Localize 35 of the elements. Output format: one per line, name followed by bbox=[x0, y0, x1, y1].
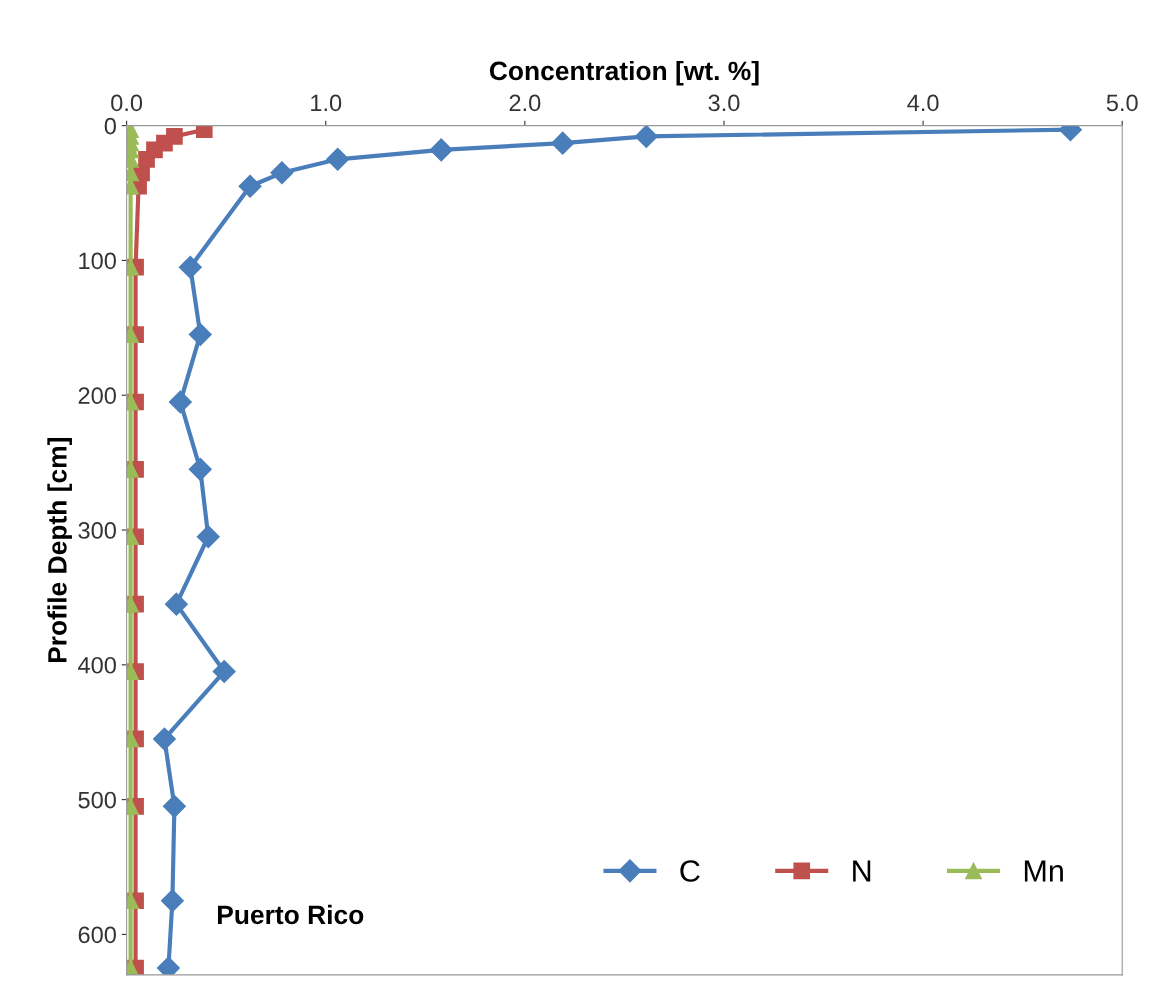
x-tick-label: 5.0 bbox=[1106, 94, 1138, 112]
annotation: Puerto Rico bbox=[217, 904, 364, 925]
point bbox=[212, 660, 236, 684]
point bbox=[196, 525, 220, 549]
point bbox=[429, 138, 453, 162]
x-tick-label: 4.0 bbox=[907, 94, 939, 112]
point bbox=[238, 174, 262, 198]
y-axis-title: Profile Depth [cm] bbox=[47, 438, 72, 663]
point bbox=[162, 794, 186, 818]
y-tick-label: 100 bbox=[79, 252, 116, 270]
y-tick-label: 600 bbox=[78, 926, 116, 944]
legend-label: Mn bbox=[1024, 860, 1063, 882]
x-tick-label: 1.0 bbox=[311, 94, 342, 112]
point bbox=[168, 390, 192, 414]
legend-label: C bbox=[680, 860, 700, 882]
y-tick-label: 400 bbox=[78, 656, 116, 674]
point bbox=[152, 727, 176, 751]
x-tick-label: 0.0 bbox=[111, 94, 143, 112]
point bbox=[188, 457, 212, 481]
x-tick-label: 3.0 bbox=[708, 94, 740, 112]
point bbox=[178, 255, 202, 279]
point bbox=[270, 161, 294, 185]
y-tick-label: 0 bbox=[104, 117, 116, 135]
y-tick-label: 500 bbox=[78, 791, 116, 809]
x-tick-label: 2.0 bbox=[509, 94, 541, 112]
point bbox=[188, 323, 212, 347]
legend-label: N bbox=[853, 860, 871, 882]
y-tick-label: 300 bbox=[78, 522, 116, 539]
point bbox=[160, 889, 184, 913]
x-axis-title: Concentration [wt. %] bbox=[489, 60, 759, 86]
point bbox=[551, 131, 575, 155]
point bbox=[634, 125, 658, 148]
y-tick-label: 200 bbox=[78, 387, 116, 405]
point bbox=[326, 147, 350, 171]
point bbox=[164, 592, 188, 616]
